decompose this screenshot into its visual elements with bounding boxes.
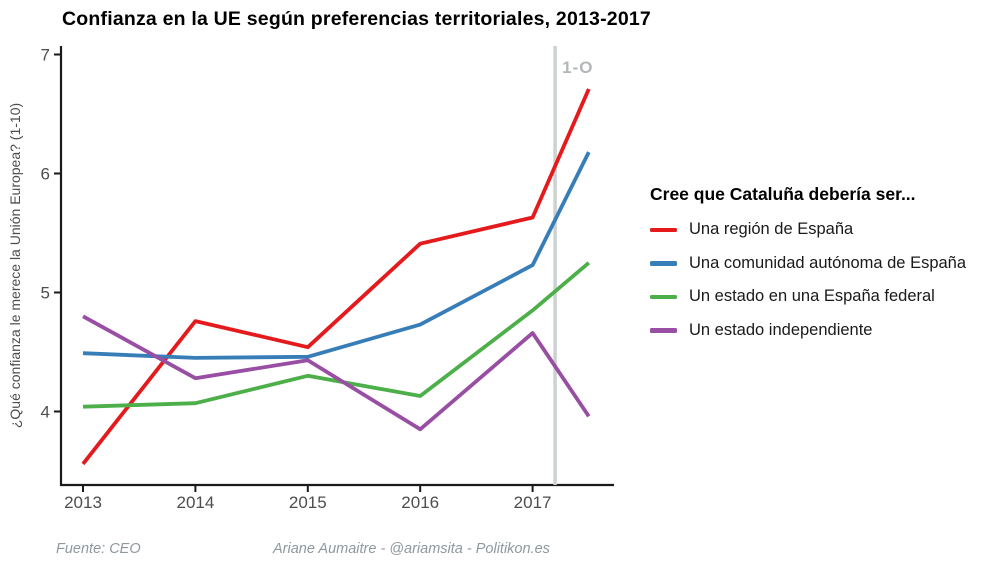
legend-item: Un estado independiente xyxy=(650,314,966,348)
x-tick-label: 2015 xyxy=(289,493,327,512)
legend-items: Una región de España Una comunidad autóno… xyxy=(650,213,966,347)
legend-label: Una comunidad autónoma de España xyxy=(689,253,967,272)
y-tick-label: 6 xyxy=(41,165,50,184)
legend-swatch xyxy=(650,328,677,333)
y-tick-label: 7 xyxy=(41,46,50,65)
refline-label: 1-O xyxy=(562,58,593,77)
legend-label: Una región de España xyxy=(689,220,854,239)
line-chart-plot-area: 4 5 6 7 2013 2014 2015 2016 2017 ¿Qué confianza l… xyxy=(7,46,614,512)
legend-swatch xyxy=(650,294,677,299)
y-tick-label: 5 xyxy=(41,284,50,303)
x-tick-label: 2017 xyxy=(514,493,552,512)
series-line-2 xyxy=(82,151,591,360)
x-tick-label: 2016 xyxy=(401,493,439,512)
legend-title: Cree que Cataluña debería ser... xyxy=(650,184,916,204)
legend-swatch xyxy=(650,227,677,232)
x-tick-label: 2013 xyxy=(64,493,102,512)
legend-item: Una región de España xyxy=(650,213,966,247)
legend-item: Una comunidad autónoma de España xyxy=(650,247,966,281)
legend-item: Un estado en una España federal xyxy=(650,280,966,314)
legend-label: Un estado independiente xyxy=(689,320,873,339)
source-note: Fuente: CEO xyxy=(56,541,141,557)
legend: Cree que Cataluña debería ser... Una reg… xyxy=(650,183,966,347)
legend-label: Un estado en una España federal xyxy=(689,287,935,306)
y-tick-label: 4 xyxy=(41,403,50,422)
series-line-4 xyxy=(82,314,591,432)
chart-title: Confianza en la UE según preferencias te… xyxy=(62,8,651,30)
series-line-1 xyxy=(81,88,591,466)
x-tick-label: 2014 xyxy=(176,493,214,512)
credit-note: Ariane Aumaitre - @ariamsita - Politikon… xyxy=(273,541,550,557)
series-line-3 xyxy=(82,261,591,409)
legend-swatch xyxy=(650,261,677,266)
y-axis-title: ¿Qué confianza le merece la Unión Europe… xyxy=(7,103,23,428)
